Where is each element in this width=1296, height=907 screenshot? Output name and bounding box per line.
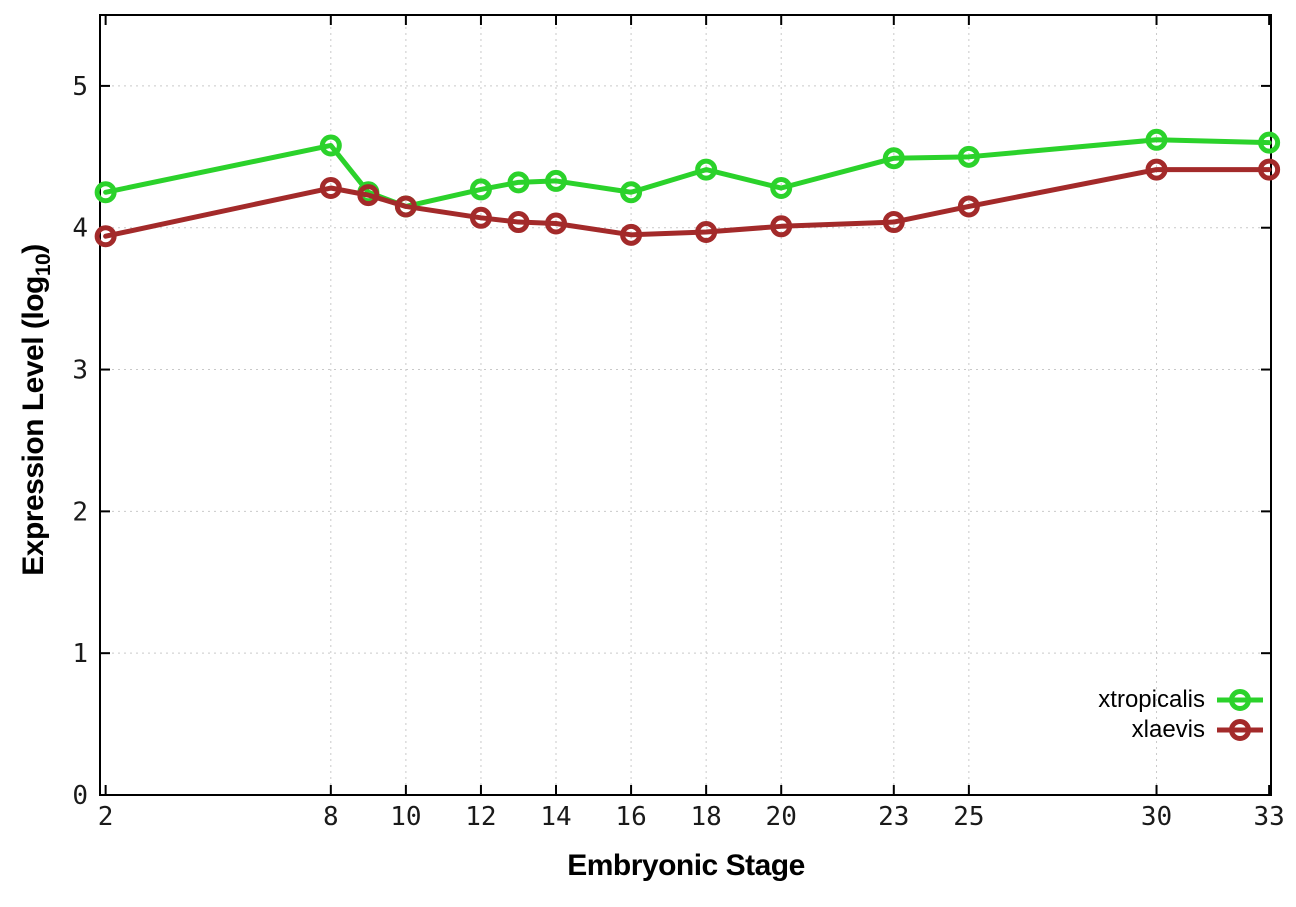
x-tick-label: 33 [1253, 802, 1284, 832]
data-point-xlaevis-14 [545, 212, 568, 235]
data-point-xtropicalis-25 [957, 145, 980, 168]
data-point-xlaevis-20 [770, 215, 793, 238]
x-tick-label: 16 [615, 802, 646, 832]
xlaevis-marker-icon [1217, 719, 1263, 741]
data-point-xtropicalis-12 [469, 178, 492, 201]
xtropicalis-marker-icon [1217, 689, 1263, 711]
x-tick-label: 12 [465, 802, 496, 832]
data-point-xlaevis-13 [507, 211, 530, 234]
data-point-xtropicalis-13 [507, 171, 530, 194]
plot-border [99, 14, 1272, 796]
data-point-xlaevis-18 [695, 220, 718, 243]
legend: xtropicalis xlaevis [1098, 685, 1266, 745]
data-point-xtropicalis-16 [620, 181, 643, 204]
data-point-xlaevis-12 [469, 206, 492, 229]
y-tick-label: 1 [72, 639, 88, 669]
data-point-xlaevis-2 [94, 225, 117, 248]
legend-label-xtropicalis: xtropicalis [1098, 686, 1205, 713]
data-point-xtropicalis-8 [319, 134, 342, 157]
y-tick-label: 2 [72, 497, 88, 527]
legend-item-xtropicalis: xtropicalis [1098, 685, 1266, 715]
data-point-xtropicalis-18 [695, 158, 718, 181]
data-point-xlaevis-25 [957, 195, 980, 218]
series-line-xlaevis [103, 167, 1272, 239]
data-point-xlaevis-10 [394, 195, 417, 218]
y-tick-label: 0 [72, 781, 88, 811]
x-tick-label: 10 [390, 802, 421, 832]
data-point-xlaevis-33 [1258, 158, 1281, 181]
x-tick-label: 20 [766, 802, 797, 832]
y-tick-label: 3 [72, 356, 88, 386]
data-point-xlaevis-9 [357, 184, 380, 207]
y-axis-title: Expression Level (log10) [12, 110, 56, 710]
x-axis-title: Embryonic Stage [567, 849, 805, 882]
x-tick-label: 18 [690, 802, 721, 832]
data-point-xtropicalis-2 [94, 181, 117, 204]
data-point-xtropicalis-33 [1258, 131, 1281, 154]
x-tick-label: 23 [878, 802, 909, 832]
legend-item-xlaevis: xlaevis [1098, 715, 1266, 745]
y-axis-title-subscript: 10 [32, 253, 55, 277]
y-axis-title-close: ) [17, 244, 50, 254]
data-point-xtropicalis-23 [882, 147, 905, 170]
data-point-xlaevis-23 [882, 211, 905, 234]
y-tick-label: 4 [72, 214, 88, 244]
legend-label-xlaevis: xlaevis [1131, 716, 1205, 743]
data-point-xlaevis-8 [319, 177, 342, 200]
y-axis-title-text: Expression Level (log [17, 276, 50, 576]
data-point-xlaevis-30 [1145, 158, 1168, 181]
x-tick-label: 25 [953, 802, 984, 832]
x-tick-label: 8 [323, 802, 339, 832]
data-point-xtropicalis-30 [1145, 128, 1168, 151]
x-tick-label: 14 [540, 802, 571, 832]
x-tick-label: 2 [98, 802, 114, 832]
x-tick-label: 30 [1141, 802, 1172, 832]
data-point-xlaevis-16 [620, 223, 643, 246]
data-point-xtropicalis-20 [770, 177, 793, 200]
data-point-xtropicalis-14 [545, 169, 568, 192]
y-tick-label: 5 [72, 72, 88, 102]
